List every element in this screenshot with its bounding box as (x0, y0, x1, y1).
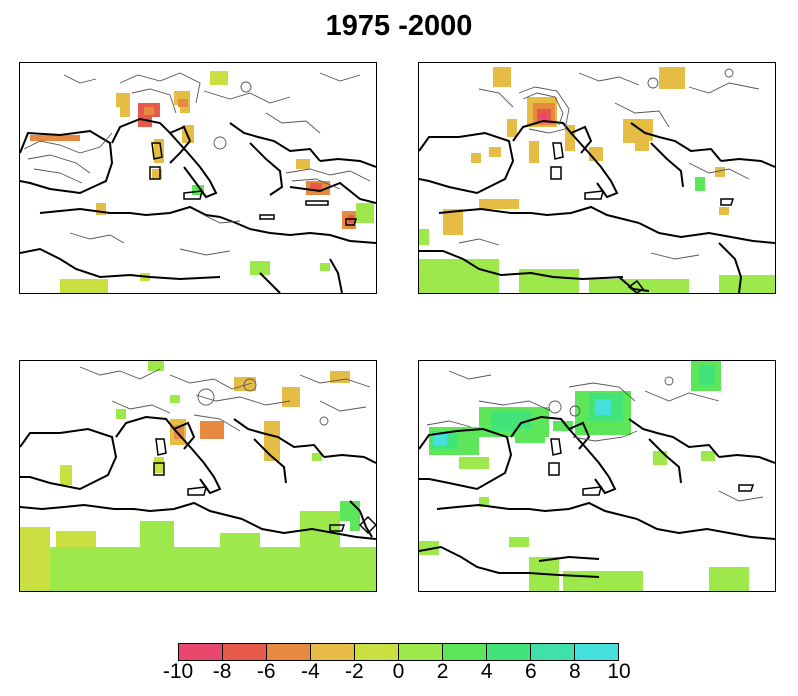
colorbar-tick-label: -2 (345, 660, 364, 683)
contour-lines (458, 68, 760, 260)
islands (153, 438, 376, 535)
coastlines (419, 415, 775, 578)
map-panel-top-left (19, 62, 377, 294)
colorbar-tick-label: 8 (569, 660, 581, 683)
colorbar-tick-label: 6 (524, 660, 537, 683)
map-panel-bottom-left (19, 360, 377, 592)
colorbar-swatch-7 (487, 644, 531, 660)
contour-lines (23, 72, 371, 256)
colorbar-swatch-8 (531, 644, 575, 660)
coastlines (20, 415, 376, 540)
anomaly-fields (20, 361, 376, 591)
colorbar-tick-label: -10 (162, 660, 194, 683)
colorbar-swatch-6 (443, 644, 487, 660)
map-bottom-left-svg (20, 361, 376, 591)
coastlines (20, 117, 376, 293)
contour-lines (79, 366, 371, 432)
map-top-left-svg (20, 71, 376, 293)
map-panel-bottom-right (418, 360, 776, 592)
islands (548, 438, 755, 496)
colorbar-tick-label: 2 (436, 660, 449, 683)
colorbar-tick-label: 10 (607, 660, 631, 683)
colorbar-tick-label: -4 (300, 660, 320, 683)
colorbar-swatch-3 (311, 644, 355, 660)
colorbar (178, 643, 619, 661)
map-panel-top-right (418, 62, 776, 294)
colorbar-swatch-1 (223, 644, 267, 660)
colorbar-tick-label: 0 (392, 660, 405, 683)
map-bottom-right-svg (419, 361, 775, 591)
contour-lines (426, 370, 764, 502)
colorbar-swatch-0 (179, 644, 223, 660)
coastlines (419, 119, 775, 293)
colorbar-swatch-2 (267, 644, 311, 660)
colorbar-swatch-5 (399, 644, 443, 660)
colorbar-tick-label: -6 (256, 660, 276, 683)
colorbar-swatch-9 (575, 644, 618, 660)
islands (550, 142, 735, 293)
figure-title: 1975 -2000 (325, 10, 473, 42)
colorbar-swatch-4 (355, 644, 399, 660)
anomaly-fields (419, 67, 775, 293)
colorbar-tick-label: 4 (480, 660, 493, 683)
colorbar-tick-labels: -10 -8 -6 -4 -2 0 2 4 6 8 10 (0, 660, 798, 690)
islands (149, 142, 358, 226)
map-top-right-svg (419, 67, 775, 293)
colorbar-tick-label: -8 (212, 660, 232, 683)
